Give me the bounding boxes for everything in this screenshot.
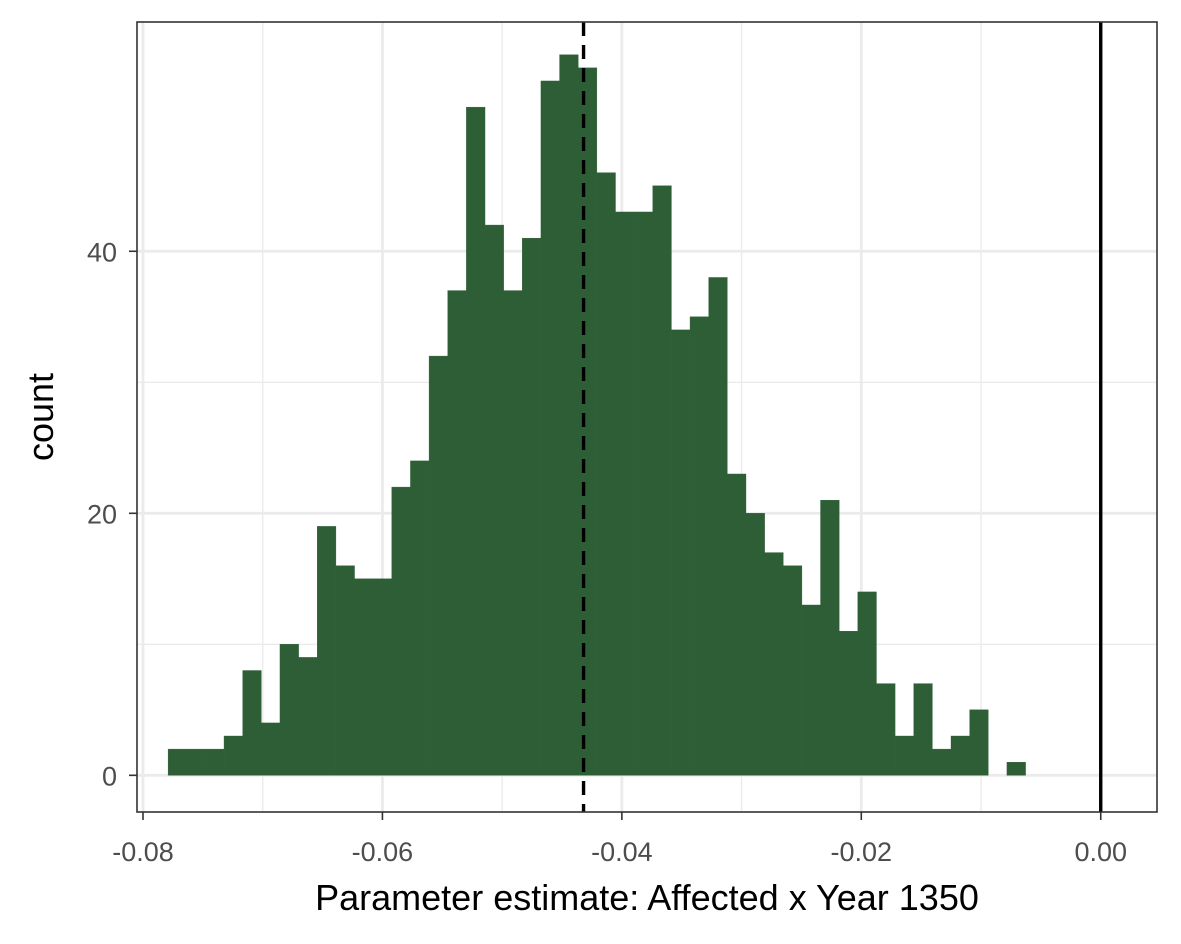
histogram-bar	[615, 211, 635, 776]
histogram-bar	[1006, 762, 1026, 776]
histogram-bar	[633, 211, 653, 776]
histogram-bar	[466, 106, 486, 776]
x-axis-ticks: -0.08 -0.06 -0.04 -0.02 0.00	[112, 812, 1127, 867]
histogram-bar	[205, 748, 225, 776]
y-tick-label: 20	[87, 499, 117, 529]
histogram-bar	[727, 473, 747, 776]
histogram-bar	[522, 237, 542, 776]
histogram-bar	[857, 591, 877, 776]
histogram-bar	[335, 565, 355, 776]
x-axis-title: Parameter estimate: Affected x Year 1350	[315, 877, 979, 918]
histogram-bar	[540, 80, 560, 776]
histogram-bar	[913, 683, 933, 776]
histogram-bar	[894, 735, 914, 776]
x-tick-label: 0.00	[1074, 837, 1127, 867]
histogram-bar	[652, 185, 672, 776]
histogram-bar	[838, 631, 859, 776]
histogram-bar	[876, 683, 896, 776]
histogram-bar	[354, 578, 374, 776]
panel-border	[136, 21, 1158, 813]
y-tick-label: 40	[87, 237, 117, 267]
histogram-bar	[708, 277, 728, 776]
histogram-bar	[279, 644, 299, 776]
histogram-bar	[671, 329, 691, 776]
y-axis-ticks: 0 20 40	[87, 237, 137, 791]
histogram-bar	[950, 735, 970, 776]
x-tick-label: -0.02	[831, 837, 893, 867]
histogram-bar	[223, 735, 243, 776]
histogram-bar	[559, 54, 579, 776]
x-tick-label: -0.08	[112, 837, 174, 867]
histogram-bar	[391, 486, 411, 776]
histogram-bar	[186, 748, 206, 776]
x-tick-label: -0.06	[352, 837, 414, 867]
histogram-bar	[410, 460, 430, 776]
histogram-bar	[689, 316, 709, 776]
histogram-bar	[484, 224, 504, 776]
histogram-bar	[783, 565, 803, 776]
histogram-bar	[428, 355, 448, 776]
histogram-bar	[298, 657, 318, 776]
histogram-bar	[578, 67, 598, 776]
histogram-bar	[447, 290, 467, 776]
y-tick-label: 0	[102, 761, 117, 791]
histogram-bar	[932, 748, 952, 776]
histogram-bar	[820, 499, 840, 776]
histogram-bar	[801, 604, 821, 776]
y-axis-title: count	[20, 373, 61, 461]
histogram-bar	[503, 290, 523, 776]
reference-lines	[581, 22, 1103, 812]
x-tick-label: -0.04	[591, 837, 653, 867]
histogram-bar	[317, 526, 337, 776]
histogram-bar	[167, 748, 187, 776]
histogram-bar	[261, 722, 281, 776]
histogram-bar	[242, 670, 262, 776]
histogram-bar	[372, 578, 393, 776]
histogram-bar	[969, 709, 989, 776]
histogram-bar	[596, 172, 616, 776]
histogram-bar	[764, 552, 784, 776]
histogram-bar	[745, 513, 765, 776]
